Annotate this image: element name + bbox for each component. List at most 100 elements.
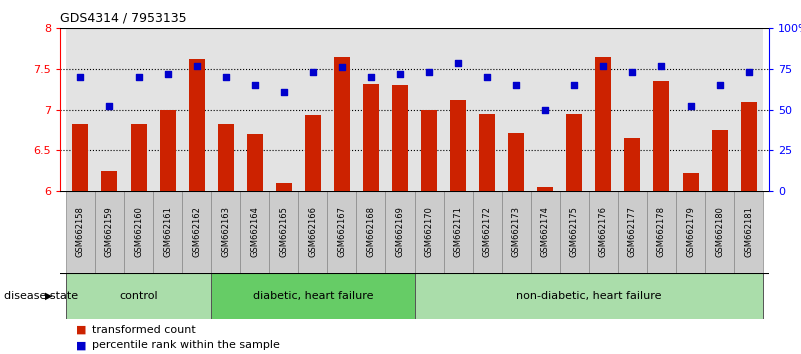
Bar xyxy=(618,191,647,273)
Bar xyxy=(182,28,211,191)
Bar xyxy=(560,28,589,191)
Text: GDS4314 / 7953135: GDS4314 / 7953135 xyxy=(60,12,187,25)
Text: ■: ■ xyxy=(76,325,87,335)
Bar xyxy=(625,138,641,191)
Bar xyxy=(734,28,763,191)
Bar xyxy=(72,124,88,191)
Text: GSM662165: GSM662165 xyxy=(280,206,288,257)
Text: GSM662180: GSM662180 xyxy=(715,206,724,257)
Text: diabetic, heart failure: diabetic, heart failure xyxy=(252,291,373,301)
Bar xyxy=(66,191,95,273)
Bar xyxy=(595,57,611,191)
Text: percentile rank within the sample: percentile rank within the sample xyxy=(92,340,280,350)
Bar xyxy=(240,191,269,273)
Text: GSM662160: GSM662160 xyxy=(134,206,143,257)
Text: transformed count: transformed count xyxy=(92,325,196,335)
Text: GSM662176: GSM662176 xyxy=(599,206,608,257)
Point xyxy=(423,69,436,75)
Point xyxy=(307,69,320,75)
Text: GSM662158: GSM662158 xyxy=(76,206,85,257)
Text: GSM662181: GSM662181 xyxy=(744,206,753,257)
Bar xyxy=(647,191,676,273)
Point xyxy=(161,71,174,77)
Bar xyxy=(153,191,182,273)
Bar xyxy=(501,28,531,191)
Text: GSM662172: GSM662172 xyxy=(483,206,492,257)
Bar xyxy=(392,85,408,191)
Bar xyxy=(305,115,321,191)
Bar xyxy=(102,171,118,191)
Bar xyxy=(589,28,618,191)
Point xyxy=(743,69,755,75)
Bar xyxy=(95,191,124,273)
Bar xyxy=(218,124,234,191)
Text: GSM662161: GSM662161 xyxy=(163,206,172,257)
Bar xyxy=(385,28,415,191)
Text: GSM662162: GSM662162 xyxy=(192,206,201,257)
Bar xyxy=(66,273,211,319)
Bar xyxy=(356,191,385,273)
Bar xyxy=(479,114,495,191)
Point xyxy=(452,60,465,65)
Bar xyxy=(501,191,531,273)
Bar xyxy=(589,191,618,273)
Bar xyxy=(66,28,95,191)
Point xyxy=(597,63,610,69)
Bar xyxy=(363,84,379,191)
Text: GSM662171: GSM662171 xyxy=(453,206,463,257)
Point xyxy=(568,82,581,88)
Text: GSM662170: GSM662170 xyxy=(425,206,433,257)
Text: GSM662164: GSM662164 xyxy=(250,206,260,257)
Bar xyxy=(537,187,553,191)
Bar xyxy=(415,191,444,273)
Point xyxy=(74,74,87,80)
Point xyxy=(655,63,668,69)
Bar xyxy=(508,132,524,191)
Bar xyxy=(654,81,670,191)
Bar xyxy=(211,28,240,191)
Bar xyxy=(124,28,153,191)
Bar xyxy=(131,124,147,191)
Point xyxy=(190,63,203,69)
Bar xyxy=(560,191,589,273)
Text: GSM662178: GSM662178 xyxy=(657,206,666,257)
Bar xyxy=(734,191,763,273)
Bar xyxy=(328,28,356,191)
Bar xyxy=(124,191,153,273)
Text: GSM662168: GSM662168 xyxy=(366,206,376,257)
Point xyxy=(336,64,348,70)
Point xyxy=(364,74,377,80)
Text: control: control xyxy=(119,291,158,301)
Point xyxy=(509,82,522,88)
Text: GSM662177: GSM662177 xyxy=(628,206,637,257)
Bar xyxy=(247,134,263,191)
Bar xyxy=(334,57,350,191)
Bar xyxy=(385,191,415,273)
Bar xyxy=(276,183,292,191)
Text: ■: ■ xyxy=(76,340,87,350)
Text: disease state: disease state xyxy=(4,291,78,301)
Bar xyxy=(153,28,182,191)
Text: GSM662167: GSM662167 xyxy=(337,206,346,257)
Bar xyxy=(682,173,698,191)
Point xyxy=(539,107,552,113)
Text: GSM662166: GSM662166 xyxy=(308,206,317,257)
Bar xyxy=(705,191,734,273)
Bar xyxy=(95,28,124,191)
Point xyxy=(248,82,261,88)
Bar xyxy=(676,191,705,273)
Bar xyxy=(356,28,385,191)
Text: non-diabetic, heart failure: non-diabetic, heart failure xyxy=(516,291,662,301)
Text: GSM662159: GSM662159 xyxy=(105,206,114,257)
Point xyxy=(684,104,697,109)
Point xyxy=(219,74,232,80)
Bar xyxy=(531,191,560,273)
Bar xyxy=(298,191,328,273)
Bar xyxy=(444,191,473,273)
Bar xyxy=(298,28,328,191)
Point xyxy=(132,74,145,80)
Bar xyxy=(240,28,269,191)
Point xyxy=(103,104,116,109)
Bar xyxy=(182,191,211,273)
Point xyxy=(277,89,290,95)
